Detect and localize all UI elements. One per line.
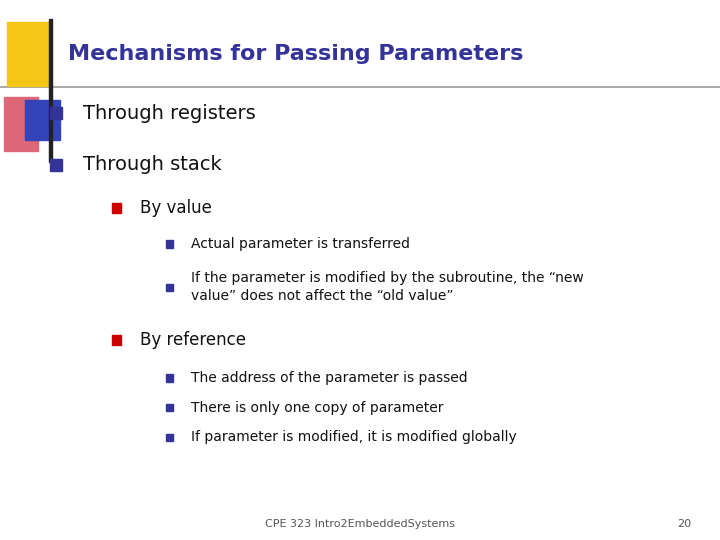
Bar bbox=[7, 22, 49, 86]
Text: There is only one copy of parameter: There is only one copy of parameter bbox=[191, 401, 444, 415]
Bar bbox=[112, 203, 121, 213]
Bar bbox=[166, 434, 173, 441]
Bar bbox=[4, 97, 38, 151]
Text: By reference: By reference bbox=[140, 331, 246, 349]
Bar bbox=[112, 335, 121, 345]
Bar bbox=[50, 107, 62, 119]
Text: 20: 20 bbox=[677, 519, 691, 529]
Bar bbox=[166, 284, 173, 291]
Bar bbox=[166, 374, 173, 382]
Text: The address of the parameter is passed: The address of the parameter is passed bbox=[191, 371, 467, 385]
Bar bbox=[166, 240, 173, 248]
Bar bbox=[49, 19, 52, 162]
Text: If the parameter is modified by the subroutine, the “new
value” does not affect : If the parameter is modified by the subr… bbox=[191, 272, 583, 303]
Bar bbox=[25, 100, 60, 140]
Text: By value: By value bbox=[140, 199, 212, 217]
Text: CPE 323 Intro2EmbeddedSystems: CPE 323 Intro2EmbeddedSystems bbox=[265, 519, 455, 529]
Text: If parameter is modified, it is modified globally: If parameter is modified, it is modified… bbox=[191, 430, 516, 444]
Text: Through registers: Through registers bbox=[83, 104, 256, 123]
Bar bbox=[166, 404, 173, 411]
Text: Actual parameter is transferred: Actual parameter is transferred bbox=[191, 237, 410, 251]
Bar bbox=[50, 159, 62, 171]
Text: Through stack: Through stack bbox=[83, 155, 222, 174]
Text: Mechanisms for Passing Parameters: Mechanisms for Passing Parameters bbox=[68, 44, 523, 64]
